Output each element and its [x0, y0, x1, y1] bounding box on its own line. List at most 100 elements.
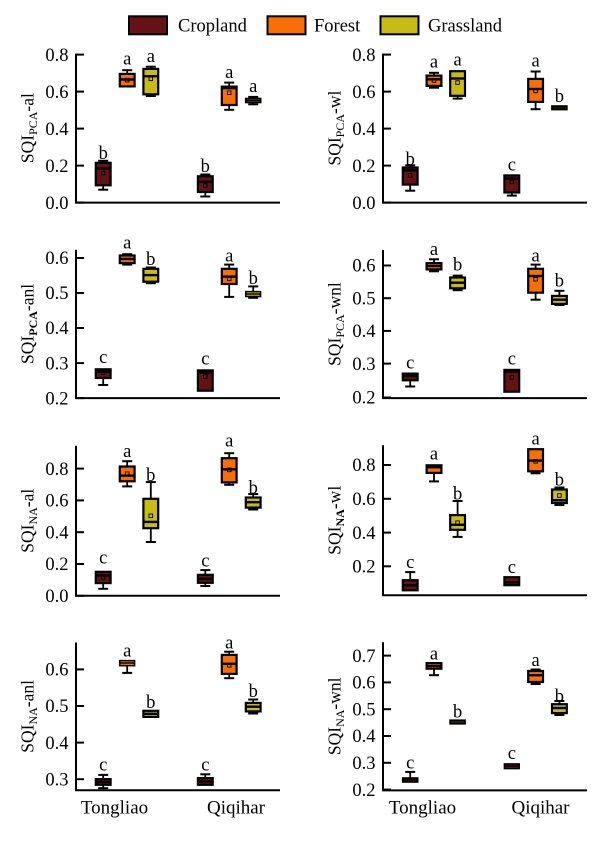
svg-text:0.4: 0.4 [352, 120, 375, 140]
svg-text:a: a [453, 51, 461, 71]
svg-text:SQIPCA-anl: SQIPCA-anl [18, 284, 41, 364]
svg-text:c: c [406, 354, 414, 374]
svg-text:0.2: 0.2 [45, 157, 68, 177]
svg-text:b: b [249, 269, 258, 289]
svg-text:a: a [430, 445, 438, 465]
svg-text:a: a [531, 52, 539, 72]
svg-text:b: b [555, 87, 564, 107]
svg-text:c: c [201, 552, 209, 572]
svg-text:SQINA-anl: SQINA-anl [18, 680, 41, 753]
svg-text:0.7: 0.7 [352, 647, 375, 667]
svg-text:0.5: 0.5 [45, 284, 68, 304]
svg-text:0.2: 0.2 [352, 157, 375, 177]
svg-text:0.4: 0.4 [45, 319, 68, 339]
svg-text:c: c [201, 755, 209, 775]
svg-text:c: c [406, 553, 414, 573]
svg-text:c: c [406, 753, 414, 773]
svg-text:0.8: 0.8 [352, 456, 375, 476]
svg-text:0.4: 0.4 [352, 322, 375, 342]
svg-text:a: a [430, 240, 438, 260]
svg-text:0.3: 0.3 [45, 354, 68, 374]
svg-text:0.2: 0.2 [352, 781, 375, 801]
svg-text:0.5: 0.5 [352, 289, 375, 309]
svg-text:0.6: 0.6 [45, 249, 68, 269]
svg-text:SQINA-al: SQINA-al [18, 489, 41, 553]
svg-text:0.6: 0.6 [352, 83, 375, 103]
svg-text:0.4: 0.4 [352, 524, 375, 544]
svg-text:Tongliao: Tongliao [389, 798, 456, 819]
svg-text:0.8: 0.8 [45, 46, 68, 66]
svg-text:a: a [147, 47, 155, 67]
svg-text:0.3: 0.3 [45, 770, 68, 790]
svg-text:b: b [406, 150, 415, 170]
svg-text:Forest: Forest [314, 17, 361, 37]
svg-text:b: b [555, 687, 564, 707]
svg-text:Qiqihar: Qiqihar [207, 798, 266, 819]
svg-text:0.3: 0.3 [352, 355, 375, 375]
svg-text:b: b [146, 466, 155, 486]
svg-text:0.0: 0.0 [45, 587, 68, 607]
svg-text:0.6: 0.6 [45, 492, 68, 512]
svg-text:SQIPCA-wl: SQIPCA-wl [325, 91, 348, 166]
svg-text:Qiqihar: Qiqihar [511, 798, 570, 819]
svg-text:0.5: 0.5 [45, 697, 68, 717]
svg-text:c: c [508, 744, 516, 764]
svg-text:0.8: 0.8 [45, 460, 68, 480]
svg-text:a: a [430, 644, 438, 664]
svg-text:b: b [146, 250, 155, 270]
svg-text:0.4: 0.4 [45, 120, 68, 140]
svg-text:b: b [453, 256, 462, 276]
svg-text:c: c [508, 558, 516, 578]
svg-text:0.2: 0.2 [45, 389, 68, 409]
svg-text:Cropland: Cropland [178, 17, 248, 37]
svg-text:0.2: 0.2 [45, 555, 68, 575]
svg-text:b: b [249, 479, 258, 499]
svg-text:0.8: 0.8 [352, 46, 375, 66]
svg-text:0.6: 0.6 [352, 674, 375, 694]
svg-text:a: a [531, 247, 539, 267]
svg-text:b: b [453, 484, 462, 504]
svg-text:a: a [225, 247, 233, 267]
svg-text:a: a [249, 77, 257, 97]
svg-text:0.6: 0.6 [352, 257, 375, 277]
svg-text:b: b [453, 703, 462, 723]
svg-text:c: c [99, 348, 107, 368]
svg-text:0.6: 0.6 [45, 83, 68, 103]
svg-text:0.0: 0.0 [45, 194, 68, 214]
svg-text:a: a [123, 233, 131, 253]
svg-text:0.4: 0.4 [45, 523, 68, 543]
svg-text:b: b [201, 157, 210, 177]
svg-text:SQIPCA-al: SQIPCA-al [18, 93, 41, 163]
svg-text:a: a [123, 642, 131, 662]
svg-text:c: c [508, 156, 516, 176]
svg-text:a: a [123, 442, 131, 462]
svg-text:0.2: 0.2 [352, 558, 375, 578]
svg-text:c: c [508, 349, 516, 369]
svg-text:Grassland: Grassland [428, 17, 503, 37]
svg-text:SQIPCA-wnl: SQIPCA-wnl [325, 282, 348, 366]
svg-text:Tongliao: Tongliao [81, 798, 148, 819]
svg-text:b: b [99, 144, 108, 164]
svg-text:a: a [225, 634, 233, 654]
svg-text:a: a [430, 53, 438, 73]
svg-text:a: a [123, 50, 131, 70]
svg-text:c: c [99, 549, 107, 569]
svg-text:c: c [201, 350, 209, 370]
svg-text:0.6: 0.6 [352, 490, 375, 510]
svg-text:0.3: 0.3 [352, 754, 375, 774]
svg-text:SQINA-wnl: SQINA-wnl [325, 677, 348, 755]
svg-text:b: b [555, 272, 564, 292]
svg-text:a: a [531, 430, 539, 450]
svg-text:SQINA-wl: SQINA-wl [325, 486, 348, 555]
svg-text:0.4: 0.4 [352, 727, 375, 747]
svg-text:b: b [249, 682, 258, 702]
svg-text:b: b [555, 471, 564, 491]
svg-text:a: a [225, 63, 233, 83]
svg-text:0.5: 0.5 [352, 700, 375, 720]
svg-text:0.2: 0.2 [352, 389, 375, 409]
svg-text:0.4: 0.4 [45, 734, 68, 754]
svg-text:a: a [225, 432, 233, 452]
svg-text:c: c [99, 756, 107, 776]
svg-text:0.6: 0.6 [45, 661, 68, 681]
svg-text:b: b [146, 693, 155, 713]
